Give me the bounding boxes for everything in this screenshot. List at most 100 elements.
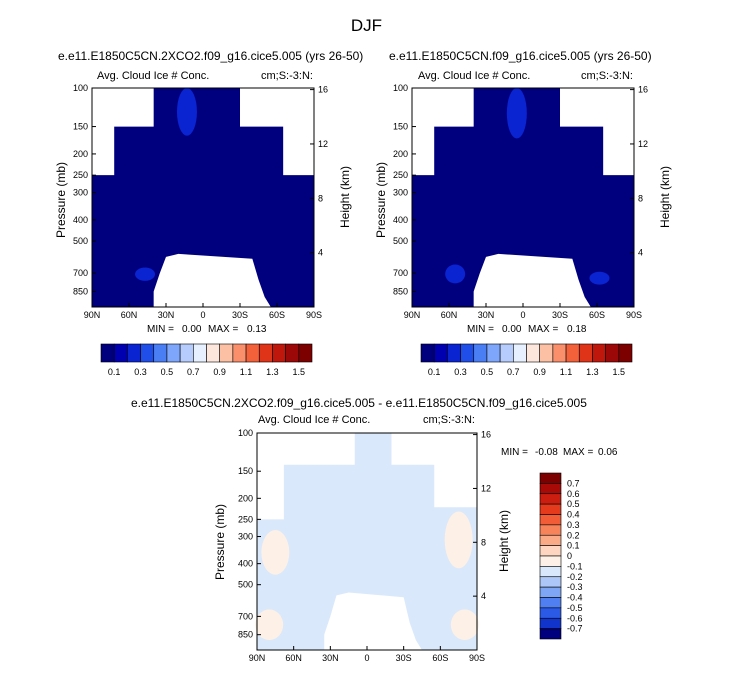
colorbar3-label: 0.2: [567, 530, 580, 540]
x-tick-label: 30N: [478, 310, 495, 320]
y-right-tick-label: 12: [318, 139, 328, 149]
colorbar2-label: 0.7: [507, 367, 520, 377]
panel2-plot: [411, 87, 635, 308]
contour-region: [176, 88, 197, 136]
y-tick-label: 100: [73, 83, 88, 93]
colorbar1-label: 0.1: [108, 367, 121, 377]
contour-region: [261, 530, 290, 575]
contour-region: [135, 267, 156, 281]
y-right-tick-label: 4: [318, 248, 323, 258]
y-right-tick-label: 4: [638, 248, 643, 258]
y-tick-label: 100: [393, 83, 408, 93]
x-tick-label: 30S: [232, 310, 248, 320]
colorbar3-label: 0.4: [567, 510, 580, 520]
contour-region: [589, 271, 610, 285]
y-tick-label: 300: [238, 532, 253, 542]
x-tick-label: 60N: [285, 653, 302, 663]
x-tick-label: 0: [520, 310, 525, 320]
x-tick-label: 30N: [322, 653, 339, 663]
colorbar1-swatch: [127, 343, 141, 363]
y-tick-label: 250: [73, 170, 88, 180]
contour-region: [444, 511, 473, 569]
y-tick-label: 150: [393, 122, 408, 132]
panel1-variable: Avg. Cloud Ice # Conc.: [97, 70, 210, 82]
x-tick-label: 90N: [84, 310, 101, 320]
y-tick-label: 500: [73, 236, 88, 246]
y-tick-label: 300: [393, 187, 408, 197]
y-tick-label: 850: [393, 287, 408, 297]
contour-region: [445, 264, 466, 284]
y-tick-label: 250: [238, 514, 253, 524]
colorbar2-label: 0.5: [481, 367, 494, 377]
colorbar1-swatch: [219, 343, 234, 363]
x-tick-label: 60N: [441, 310, 458, 320]
colorbar3-swatch: [539, 472, 562, 484]
colorbar2-swatch: [447, 343, 461, 363]
panel1-plot: [91, 87, 315, 308]
y-right-tick-label: 12: [638, 139, 648, 149]
y-right-tick-label: 8: [481, 537, 486, 547]
colorbar3-label: 0.1: [567, 541, 580, 551]
y-right-tick-label: 16: [638, 85, 648, 95]
colorbar3-label: 0.5: [567, 499, 580, 509]
panel1-min-label: MIN =: [147, 324, 174, 335]
colorbar3-swatch: [539, 597, 562, 609]
panel3-min-value: -0.08: [535, 447, 558, 458]
panel2-max-label: MAX =: [528, 324, 559, 335]
colorbar3-swatch: [539, 534, 562, 546]
panel3-units: cm;S:-3:N:: [423, 414, 475, 426]
x-tick-label: 0: [200, 310, 205, 320]
colorbar2-swatch: [473, 343, 488, 363]
y-tick-label: 850: [73, 287, 88, 297]
colorbar3-swatch: [539, 555, 562, 567]
colorbar2-label: 1.5: [613, 367, 626, 377]
panel2-units: cm;S:-3:N:: [581, 70, 633, 82]
colorbar2-label: 1.1: [560, 367, 573, 377]
panel3-min-label: MIN =: [501, 447, 528, 458]
colorbar3-swatch: [539, 576, 562, 588]
y-tick-label: 850: [238, 630, 253, 640]
colorbar3-swatch: [539, 545, 562, 557]
colorbar3-label: -0.6: [567, 613, 583, 623]
y-right-tick-label: 16: [481, 430, 491, 440]
colorbar1-label: 0.7: [187, 367, 200, 377]
colorbar3-label: 0.6: [567, 489, 580, 499]
colorbar2-swatch: [592, 343, 606, 363]
colorbar3-swatch: [539, 566, 562, 578]
colorbar3-label: -0.2: [567, 572, 583, 582]
colorbar2-label: 0.3: [454, 367, 467, 377]
data-field: [412, 88, 634, 307]
colorbar3-swatch: [539, 483, 562, 495]
contour-region: [450, 609, 479, 641]
y-right-tick-label: 8: [318, 193, 323, 203]
colorbar3-label: -0.4: [567, 593, 583, 603]
colorbar1-swatch: [179, 343, 194, 363]
y-tick-label: 150: [238, 466, 253, 476]
colorbar2-swatch: [420, 343, 435, 363]
y-tick-label: 400: [393, 215, 408, 225]
colorbar2-swatch: [539, 343, 554, 363]
colorbar3-label: 0.3: [567, 520, 580, 530]
panel2-title: e.e11.E1850C5CN.f09_g16.cice5.005 (yrs 2…: [389, 49, 652, 63]
y-tick-label: 400: [238, 559, 253, 569]
missing-data-region: [324, 592, 422, 650]
colorbar2-swatch: [618, 343, 633, 363]
data-field: [257, 433, 477, 650]
y-tick-label: 300: [73, 187, 88, 197]
x-tick-label: 90S: [469, 653, 485, 663]
colorbar2-swatch: [578, 343, 593, 363]
x-tick-label: 60S: [432, 653, 448, 663]
colorbar1-swatch: [285, 343, 300, 363]
colorbar3-swatch: [539, 628, 562, 640]
colorbar3-swatch: [539, 514, 562, 526]
y-tick-label: 500: [238, 580, 253, 590]
y-right-tick-label: 4: [481, 591, 486, 601]
colorbar2-swatch: [513, 343, 527, 363]
colorbar1-swatch: [113, 343, 128, 363]
colorbar3-swatch: [539, 524, 562, 536]
colorbar1-swatch: [100, 343, 115, 363]
y-tick-label: 500: [393, 236, 408, 246]
x-tick-label: 30S: [552, 310, 568, 320]
x-tick-label: 90S: [306, 310, 322, 320]
